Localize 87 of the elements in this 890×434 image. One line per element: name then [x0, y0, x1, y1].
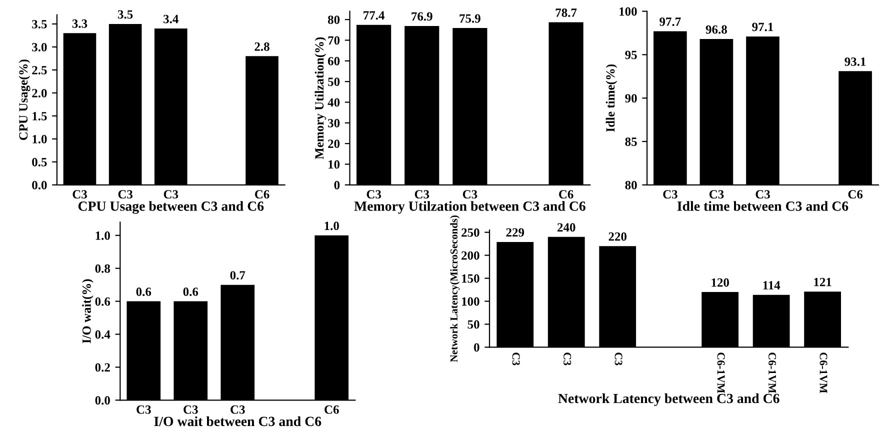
x-tick-label: C3 — [462, 190, 478, 199]
data-label: 96.8 — [706, 25, 727, 34]
data-label: 3.3 — [72, 19, 88, 28]
data-label: 121 — [814, 278, 832, 286]
y-tick-label: 100 — [620, 7, 637, 16]
y-tick-label: 150 — [462, 274, 480, 283]
y-axis-title: Memory Utilzation(%) — [314, 37, 326, 160]
y-tick-label: 50 — [468, 320, 480, 329]
x-tick-label: C6-1VM — [717, 352, 725, 394]
x-axis-title: Idle time between C3 and C6 — [677, 201, 848, 211]
y-tick-label: 1.0 — [32, 134, 47, 144]
x-tick-label: C6-1VM — [820, 352, 828, 394]
y-tick-label: 90 — [625, 94, 637, 103]
x-tick-label: C3 — [164, 190, 178, 199]
y-tick-label: 0.6 — [95, 297, 110, 306]
y-axis-title: Idle time(%) — [606, 64, 618, 132]
x-tick-label: C3 — [136, 405, 151, 414]
x-tick-label: C3 — [512, 352, 520, 366]
y-tick-label: 80 — [625, 180, 637, 190]
data-label: 97.7 — [660, 18, 681, 26]
x-tick-label: C6-1VM — [768, 352, 776, 394]
x-tick-label: C3 — [614, 352, 622, 366]
data-label: 0.6 — [136, 288, 152, 296]
data-label: 97.1 — [752, 22, 774, 32]
x-tick-label: C3 — [72, 190, 87, 199]
x-tick-label: C3 — [118, 190, 133, 199]
data-label: 3.4 — [164, 14, 178, 24]
data-label: 93.1 — [844, 57, 866, 66]
y-tick-label: 80 — [328, 16, 340, 24]
y-tick-label: 200 — [462, 251, 480, 260]
y-tick-label: 0 — [474, 343, 480, 352]
y-tick-label: 250 — [462, 228, 480, 237]
data-label: 220 — [608, 232, 626, 241]
x-tick-label: C3 — [414, 190, 430, 199]
x-tick-label: C6 — [254, 190, 270, 199]
y-tick-label: 20 — [328, 140, 340, 148]
y-tick-label: 40 — [328, 98, 340, 107]
data-label: 114 — [763, 281, 780, 290]
data-label: 0.7 — [230, 271, 246, 280]
y-tick-label: 3.5 — [32, 20, 47, 28]
y-tick-label: 0.5 — [32, 158, 47, 166]
y-tick-label: 30 — [328, 118, 340, 128]
x-tick-label: C3 — [184, 405, 198, 414]
data-label: 76.9 — [412, 12, 432, 21]
y-axis-title: Network Latency(MicroSeconds) — [450, 216, 460, 362]
data-label: 2.8 — [254, 42, 270, 51]
y-tick-label: 100 — [462, 297, 480, 306]
x-tick-label: C3 — [709, 190, 724, 199]
x-axis-title: Memory Utilzation between C3 and C6 — [354, 201, 586, 214]
data-label: 120 — [712, 278, 729, 287]
x-axis-title: Network Latency between C3 and C6 — [558, 393, 780, 406]
data-label: 229 — [506, 228, 524, 237]
data-label: 75.9 — [460, 14, 480, 23]
y-tick-label: 3.0 — [32, 42, 47, 52]
data-label: 78.7 — [556, 8, 577, 17]
y-tick-label: 70 — [328, 36, 340, 45]
y-axis-title: I/O wait(%) — [82, 279, 94, 344]
x-tick-label: C3 — [756, 190, 770, 199]
y-tick-label: 50 — [328, 78, 340, 86]
x-axis-title: I/O wait between C3 and C6 — [154, 416, 322, 426]
y-tick-label: 95 — [625, 50, 637, 60]
y-axis-title: CPU Usage(%) — [18, 60, 30, 140]
y-tick-label: 0.0 — [32, 180, 47, 190]
x-tick-label: C3 — [663, 190, 678, 199]
y-tick-label: 2.0 — [32, 88, 47, 98]
data-label: 240 — [558, 223, 576, 232]
y-tick-label: 0.8 — [95, 264, 110, 273]
y-tick-label: 0 — [334, 180, 340, 190]
x-axis-title: CPU Usage between C3 and C6 — [78, 201, 264, 214]
y-tick-label: 0.0 — [95, 396, 110, 405]
x-tick-label: C3 — [230, 405, 245, 414]
x-tick-label: C6 — [559, 190, 574, 199]
data-label: 77.4 — [364, 11, 385, 20]
y-tick-label: 0.2 — [95, 363, 110, 372]
data-label: 0.6 — [183, 288, 198, 296]
y-tick-label: 60 — [328, 56, 340, 66]
y-tick-label: 85 — [625, 138, 637, 146]
y-tick-label: 2.5 — [32, 66, 47, 74]
y-tick-label: 1.0 — [96, 231, 110, 240]
data-label: 3.5 — [118, 10, 133, 19]
x-tick-label: C6 — [324, 405, 339, 414]
x-tick-label: C6 — [848, 190, 863, 199]
x-tick-label: C3 — [564, 352, 572, 366]
x-tick-label: C3 — [366, 190, 382, 199]
y-tick-label: 0.4 — [95, 330, 110, 339]
y-tick-label: 10 — [328, 160, 340, 169]
y-tick-label: 1.5 — [32, 112, 47, 120]
